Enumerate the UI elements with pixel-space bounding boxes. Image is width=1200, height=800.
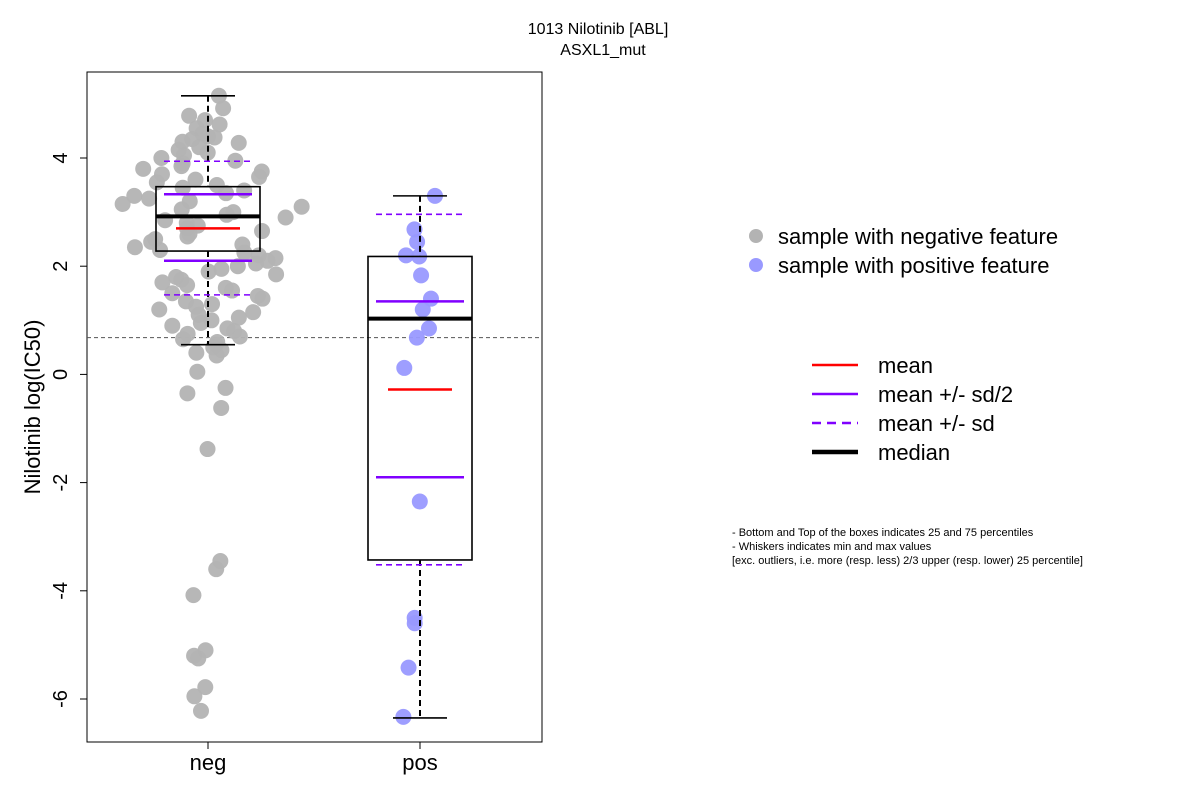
neg-sample-point: [141, 190, 158, 207]
pos-sample-point: [411, 493, 428, 510]
plot-frame: [86, 71, 543, 743]
pos-sample-point: [408, 329, 425, 346]
y-tick-label: -6: [50, 690, 72, 708]
y-axis-label: Nilotinib log(IC50): [20, 320, 45, 495]
legend-point-marker: [749, 229, 763, 243]
y-tick-label: -2: [50, 474, 72, 492]
neg-sample-point: [247, 255, 264, 272]
neg-sample-point: [185, 587, 202, 604]
legend-line-label: mean: [878, 353, 933, 378]
pos-sample-point: [422, 290, 439, 307]
neg-sample-point: [179, 385, 196, 402]
neg-sample-point: [190, 650, 207, 667]
footnote-line: [exc. outliers, i.e. more (resp. less) 2…: [732, 555, 1083, 567]
pos-sample-point: [409, 233, 426, 250]
pos-sample-point: [420, 320, 437, 337]
neg-sample-point: [236, 182, 253, 199]
neg-sample-point: [173, 158, 190, 175]
neg-sample-point: [179, 277, 196, 294]
neg-sample-point: [230, 309, 247, 326]
neg-sample-point: [213, 260, 230, 277]
legend-line-label: mean +/- sd/2: [878, 382, 1013, 407]
neg-sample-point: [211, 116, 228, 133]
plot-marks: -6 -4 -2 0 2 4 neg pos: [50, 71, 543, 775]
neg-sample-point: [213, 399, 230, 416]
neg-sample-point: [187, 171, 204, 188]
neg-sample-point: [192, 315, 209, 332]
neg-sample-point: [199, 441, 216, 458]
neg-sample-point: [230, 134, 247, 151]
neg-sample-point: [254, 290, 271, 307]
neg-sample-point: [173, 201, 190, 218]
footnotes: - Bottom and Top of the boxes indicates …: [732, 527, 1083, 567]
neg-sample-point: [114, 195, 131, 212]
neg-sample-point: [135, 160, 152, 177]
y-tick-label: 4: [50, 152, 72, 163]
pos-sample-point: [395, 708, 412, 725]
neg-sample-point: [215, 100, 232, 117]
neg-sample-point: [153, 150, 170, 166]
pos-sample-point: [406, 221, 423, 238]
footnote-line: - Whiskers indicates min and max values: [732, 541, 932, 553]
neg-sample-point: [148, 174, 165, 191]
legend-point-label: sample with negative feature: [778, 224, 1058, 249]
neg-sample-point: [236, 244, 253, 261]
neg-sample-point: [268, 266, 285, 283]
neg-sample-point: [224, 282, 241, 299]
neg-sample-point: [208, 561, 225, 578]
neg-sample-point: [186, 688, 203, 705]
neg-sample-point: [199, 144, 216, 161]
neg-sample-point: [229, 258, 246, 275]
legend-line-label: mean +/- sd: [878, 411, 995, 436]
x-tick-label: pos: [402, 750, 437, 775]
footnote-line: - Bottom and Top of the boxes indicates …: [732, 527, 1034, 539]
sample-points: [114, 87, 443, 725]
chart-title-line-1: 1013 Nilotinib [ABL]: [528, 21, 669, 38]
neg-sample-point: [206, 129, 223, 146]
neg-sample-point: [208, 347, 225, 364]
neg-sample-point: [154, 274, 171, 291]
pos-sample-point: [413, 267, 430, 284]
neg-sample-point: [277, 209, 294, 226]
neg-sample-point: [179, 228, 196, 245]
pos-sample-point: [396, 359, 413, 376]
pos-sample-point: [414, 301, 431, 318]
neg-sample-point: [175, 331, 192, 348]
legend-point-marker: [749, 258, 763, 272]
neg-sample-point: [231, 328, 248, 345]
neg-sample-point: [189, 363, 206, 380]
neg-sample-point: [151, 301, 168, 318]
neg-sample-point: [126, 187, 143, 204]
neg-sample-point: [245, 304, 262, 321]
neg-sample-point: [204, 296, 221, 313]
pos-sample-point: [406, 615, 423, 632]
neg-sample-point: [197, 679, 214, 696]
neg-sample-point: [293, 198, 310, 215]
neg-sample-point: [152, 241, 169, 258]
neg-sample-point: [174, 179, 191, 196]
neg-sample-point: [188, 344, 205, 361]
legend-line-label: median: [878, 440, 950, 465]
neg-sample-point: [126, 239, 143, 256]
legend-point-label: sample with positive feature: [778, 253, 1049, 278]
neg-sample-point: [164, 285, 181, 302]
neg-box: [155, 185, 261, 252]
y-tick-label: 0: [50, 369, 72, 380]
y-tick-label: -4: [50, 582, 72, 600]
x-tick-label: neg: [190, 750, 227, 775]
y-tick-label: 2: [50, 261, 72, 272]
neg-sample-point: [254, 223, 271, 240]
neg-sample-point: [217, 379, 234, 396]
neg-sample-point: [164, 317, 181, 334]
neg-sample-point: [181, 107, 198, 124]
neg-sample-point: [251, 168, 268, 185]
chart-title-line-2: ASXL1_mut: [560, 42, 646, 59]
pos-box: [367, 255, 473, 561]
legend: sample with negative feature sample with …: [749, 224, 1058, 465]
pos-sample-point: [400, 659, 417, 676]
neg-sample-point: [193, 702, 210, 719]
pos-sample-point: [398, 247, 415, 264]
